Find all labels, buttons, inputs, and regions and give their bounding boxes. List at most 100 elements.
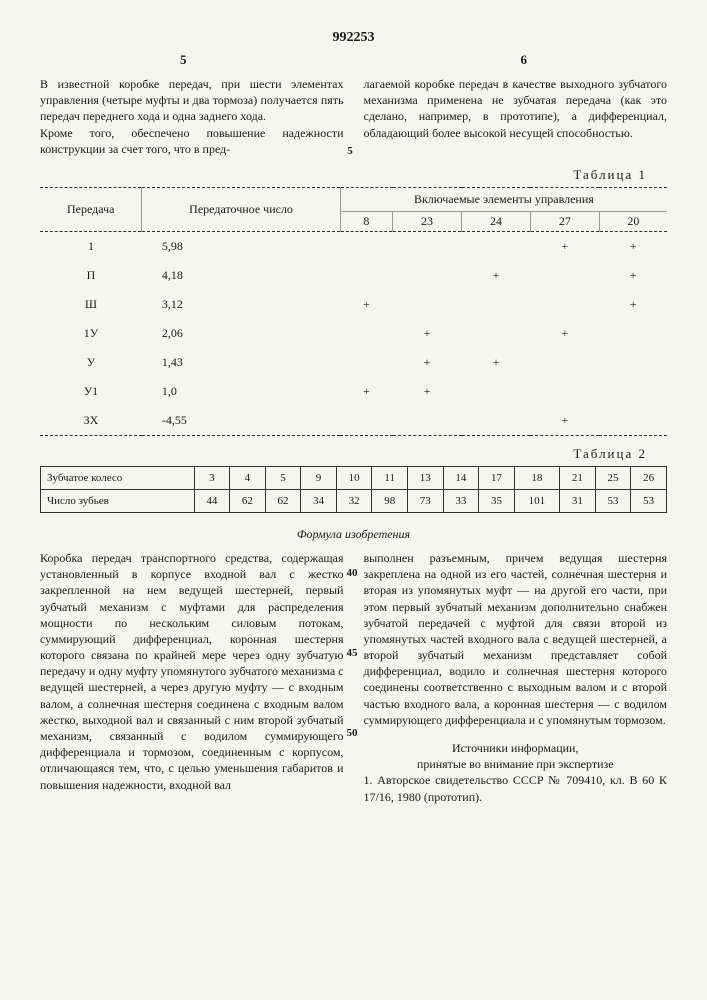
table-row: П4,18 + + — [40, 261, 667, 290]
t1-mark — [340, 319, 392, 348]
t1-mark: + — [393, 377, 462, 406]
t1-mark — [462, 377, 531, 406]
t1-ratio: 1,0 — [142, 377, 340, 406]
top-right-paragraph: лагаемой коробке передач в качестве выхо… — [364, 76, 668, 157]
t2-teeth: 33 — [443, 489, 479, 512]
t1-mark — [530, 290, 599, 319]
top-text-columns: В известной коробке передач, при шести э… — [40, 76, 667, 157]
line-num-50: 50 — [347, 726, 358, 741]
bottom-left-text: Коробка передач транспортного средства, … — [40, 551, 344, 792]
t2-col: 5 — [265, 466, 301, 489]
t2-teeth: 62 — [265, 489, 301, 512]
t1-mark — [530, 377, 599, 406]
col-num-left: 5 — [180, 52, 187, 68]
t1-col-20: 20 — [599, 211, 667, 231]
line-num-5: 5 — [347, 144, 353, 159]
t1-mark — [530, 348, 599, 377]
t1-mark — [340, 406, 392, 436]
sources-title: Источники информации, принятые во вниман… — [364, 740, 668, 772]
t1-head-gear: Передача — [40, 187, 142, 231]
t1-ratio: 3,12 — [142, 290, 340, 319]
t1-mark — [393, 290, 462, 319]
t1-mark — [462, 406, 531, 436]
t2-teeth: 34 — [301, 489, 337, 512]
t1-mark — [599, 348, 667, 377]
t2-teeth: 73 — [408, 489, 444, 512]
t1-mark: + — [393, 348, 462, 377]
table-2: Зубчатое колесо 3459101113141718212526 Ч… — [40, 466, 667, 513]
t2-col: 17 — [479, 466, 515, 489]
t2-teeth: 31 — [560, 489, 596, 512]
t1-mark: + — [340, 290, 392, 319]
table1-label: Таблица 1 — [40, 167, 647, 183]
t2-col: 14 — [443, 466, 479, 489]
t2-teeth: 101 — [514, 489, 559, 512]
line-num-45: 45 — [347, 646, 358, 661]
t1-gear: У1 — [40, 377, 142, 406]
t1-gear: Ш — [40, 290, 142, 319]
table2-label: Таблица 2 — [40, 446, 647, 462]
t1-gear: ЗХ — [40, 406, 142, 436]
t2-col: 26 — [631, 466, 667, 489]
t2-col: 18 — [514, 466, 559, 489]
col-num-right: 6 — [521, 52, 528, 68]
t1-gear: П — [40, 261, 142, 290]
t1-mark: + — [462, 261, 531, 290]
t1-gear: У — [40, 348, 142, 377]
t2-col: 10 — [336, 466, 372, 489]
sources-body: 1. Авторское свидетельство СССР № 709410… — [364, 772, 668, 804]
t1-mark — [462, 319, 531, 348]
t1-ratio: -4,55 — [142, 406, 340, 436]
t1-ratio: 1,43 — [142, 348, 340, 377]
t1-mark — [530, 261, 599, 290]
t1-head-ratio: Передаточное число — [142, 187, 340, 231]
t1-mark: + — [599, 290, 667, 319]
t1-mark — [340, 261, 392, 290]
t1-col-23: 23 — [393, 211, 462, 231]
table-row: ЗХ-4,55 + — [40, 406, 667, 436]
table-row: 15,98 ++ — [40, 231, 667, 261]
t1-mark — [393, 406, 462, 436]
t1-mark — [393, 231, 462, 261]
t1-col-27: 27 — [530, 211, 599, 231]
t1-mark: + — [462, 348, 531, 377]
t2-teeth: 98 — [372, 489, 408, 512]
top-left-paragraph: В известной коробке передач, при шести э… — [40, 76, 344, 157]
t2-teeth: 44 — [194, 489, 230, 512]
t2-col: 13 — [408, 466, 444, 489]
t1-mark: + — [393, 319, 462, 348]
t1-mark — [599, 377, 667, 406]
t2-teeth: 32 — [336, 489, 372, 512]
t2-teeth: 35 — [479, 489, 515, 512]
t1-ratio: 4,18 — [142, 261, 340, 290]
t2-teeth: 53 — [595, 489, 631, 512]
t2-col: 9 — [301, 466, 337, 489]
t1-mark: + — [530, 231, 599, 261]
t2-col: 25 — [595, 466, 631, 489]
table-row: Ш3,12++ — [40, 290, 667, 319]
t2-col: 21 — [560, 466, 596, 489]
t2-col: 3 — [194, 466, 230, 489]
t2-teeth: 53 — [631, 489, 667, 512]
t1-mark — [340, 231, 392, 261]
t1-mark: + — [599, 261, 667, 290]
formula-title: Формула изобретения — [40, 527, 667, 542]
t2-teeth: 62 — [230, 489, 266, 512]
bottom-text-columns: Коробка передач транспортного средства, … — [40, 550, 667, 805]
bottom-right-text: выполнен разъемным, причем ведущая шесте… — [364, 551, 668, 727]
t1-ratio: 5,98 — [142, 231, 340, 261]
t1-mark — [462, 231, 531, 261]
t1-mark: + — [530, 406, 599, 436]
column-numbers: 5 6 — [40, 52, 667, 68]
table-1: Передача Передаточное число Включаемые э… — [40, 187, 667, 436]
patent-number: 992253 — [40, 30, 667, 46]
t1-mark — [340, 348, 392, 377]
t2-col: 11 — [372, 466, 408, 489]
t1-head-elements: Включаемые элементы управления — [340, 187, 667, 211]
table-row: У11,0++ — [40, 377, 667, 406]
t1-mark: + — [599, 231, 667, 261]
t1-gear: 1 — [40, 231, 142, 261]
t2-col: 4 — [230, 466, 266, 489]
line-num-40: 40 — [347, 566, 358, 581]
table-row: 1У2,06++ — [40, 319, 667, 348]
